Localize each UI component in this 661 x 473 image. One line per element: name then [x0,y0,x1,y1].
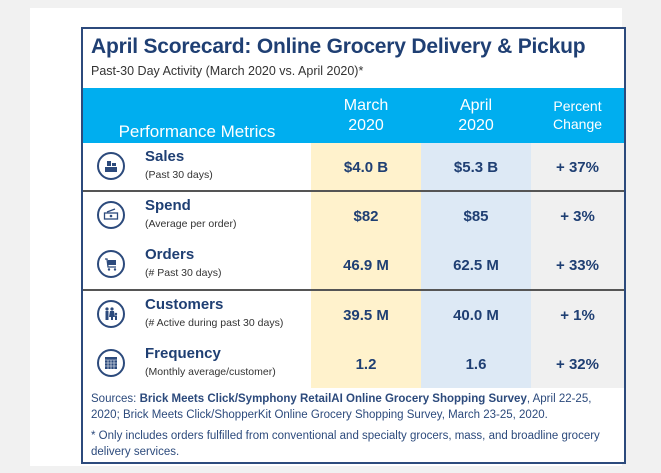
metric-sublabel: (# Past 30 days) [145,267,222,279]
sources-survey-name: Brick Meets Click/Symphony RetailAI Onli… [139,393,527,405]
april-value: $85 [463,207,489,225]
metric-sublabel: (Past 30 days) [145,169,213,181]
sources-prefix: Sources: [91,393,140,405]
metric-label: Orders [145,246,195,263]
header-metrics: Performance Metrics [118,121,276,141]
april-column-band [421,143,531,388]
table-header: Performance Metrics March 2020 April 2020 … [83,88,624,143]
metric-label: Customers [145,296,224,313]
metric-sublabel: (Monthly average/customer) [145,366,276,378]
header-april: April 2020 [421,88,531,143]
subtitle: Past-30 Day Activity (March 2020 vs. Apr… [91,64,364,78]
header-march-month: March [343,96,389,114]
percent-change-value: + 32% [556,355,599,373]
sources-rest: , April 22-25, 2020; Brick Meets Click/S… [91,393,592,421]
metric-label: Spend [145,197,191,214]
percent-change-value: + 1% [560,306,595,324]
change-column-band [531,143,624,388]
footnote: * Only includes orders fulfilled from co… [91,430,600,458]
table-row: Orders (# Past 30 days) 46.9 M 62.5 M + … [83,241,624,289]
march-column-band [311,143,421,388]
family-icon [97,300,125,328]
march-value: 1.2 [355,355,377,373]
shopping-cart-icon [97,250,125,278]
page: April Scorecard: Online Grocery Delivery… [30,8,626,466]
header-april-month: April [459,96,492,114]
table-row: Spend (Average per order) $82 $85 + 3% [83,192,624,240]
table-row: Customers (# Active during past 30 days)… [83,291,624,339]
header-march-year: 2020 [348,116,384,134]
april-value: 40.0 M [453,306,499,324]
percent-change-value: + 3% [560,207,595,225]
header-change-line2: Change [552,115,603,132]
percent-change-value: + 37% [556,158,599,176]
metric-sublabel: (# Active during past 30 days) [145,317,284,329]
header-change: Percent Change [531,88,624,143]
wallet-icon [97,201,125,229]
april-value: 1.6 [465,355,487,373]
row-divider [83,190,624,192]
row-divider [83,289,624,291]
metric-label: Frequency [145,345,221,362]
header-march: March 2020 [311,88,421,143]
april-value: $5.3 B [453,158,499,176]
calendar-icon [97,349,125,377]
scorecard: April Scorecard: Online Grocery Delivery… [81,27,626,464]
march-value: $82 [353,207,379,225]
march-value: 46.9 M [343,256,389,274]
april-value: 62.5 M [453,256,499,274]
sources: Sources: Brick Meets Click/Symphony Reta… [91,391,621,423]
table-row: Sales (Past 30 days) $4.0 B $5.3 B + 37% [83,143,624,191]
cash-register-icon [97,152,125,180]
metric-sublabel: (Average per order) [145,218,237,230]
percent-change-value: + 33% [556,256,599,274]
march-value: $4.0 B [343,158,389,176]
header-april-year: 2020 [458,116,494,134]
header-change-line1: Percent [553,98,602,114]
metric-label: Sales [145,148,185,165]
table-row: Frequency (Monthly average/customer) 1.2… [83,340,624,388]
page-title: April Scorecard: Online Grocery Delivery… [91,35,586,58]
march-value: 39.5 M [343,306,389,324]
